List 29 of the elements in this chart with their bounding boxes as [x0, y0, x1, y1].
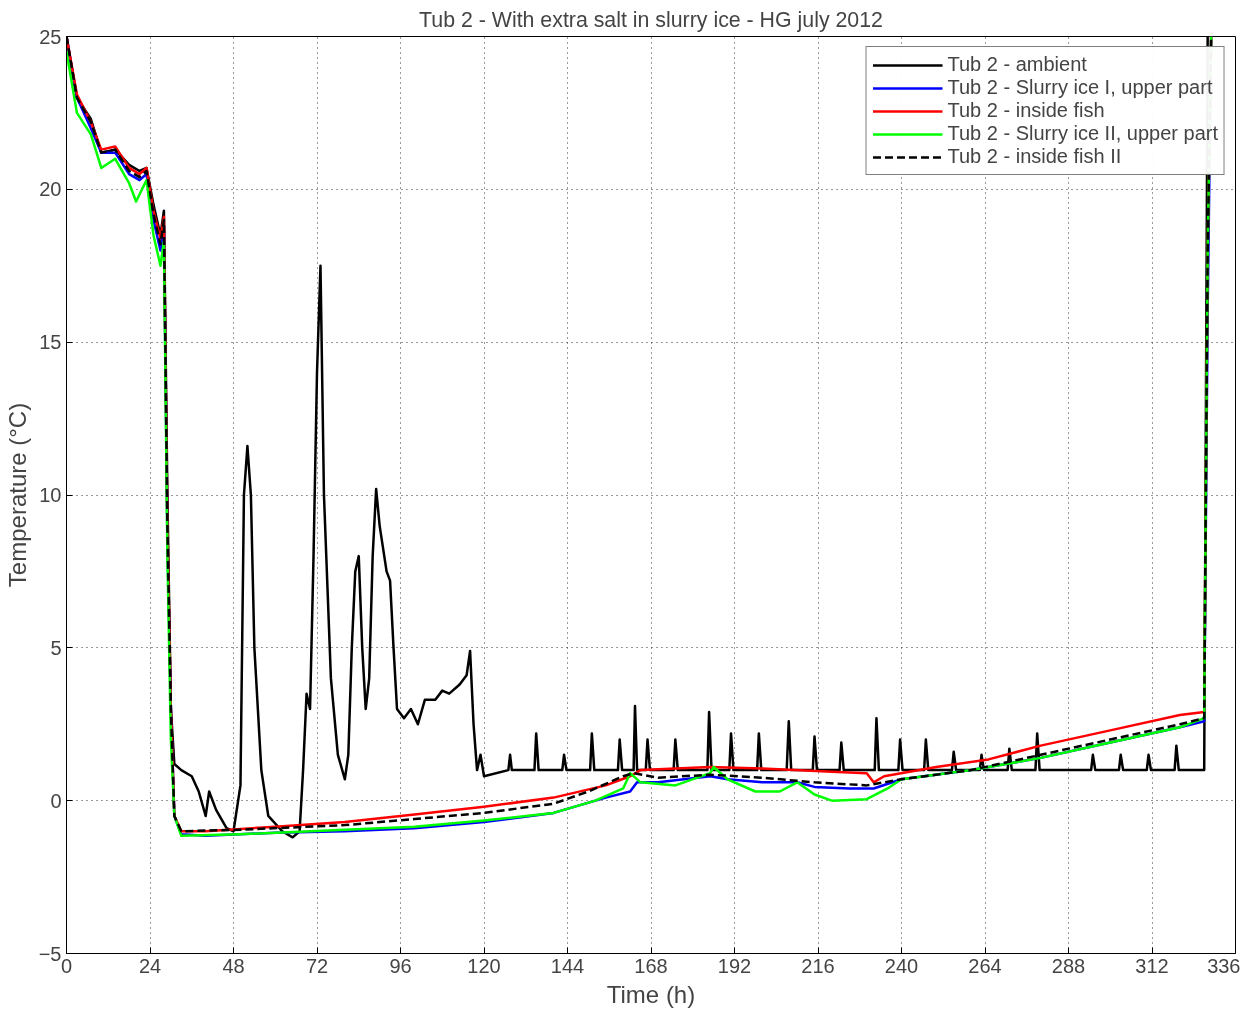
y-tick-label: 10 [39, 484, 62, 506]
x-tick-label: 24 [138, 954, 162, 977]
x-tick-label: 168 [634, 954, 668, 977]
x-tick-label: 312 [1135, 954, 1169, 977]
x-tick-label: 240 [884, 954, 919, 977]
legend-label: Tub 2 - ambient [947, 53, 1087, 76]
chart-title: Tub 2 - With extra salt in slurry ice - HG july 2012 [419, 7, 883, 32]
y-axis-title: Temperature (°C) [3, 402, 31, 588]
x-tick-label: 72 [305, 954, 329, 977]
x-tick-label: 288 [1051, 954, 1086, 977]
x-tick-label: 264 [968, 954, 1002, 977]
y-tick-label: 15 [39, 331, 62, 354]
y-tick-label: −5 [38, 942, 62, 965]
y-tick-label: 5 [50, 636, 62, 659]
legend-label: Tub 2 - Slurry ice II, upper part [947, 122, 1218, 145]
x-tick-label: 336 [1207, 954, 1241, 977]
legend-label: Tub 2 - inside fish [947, 99, 1105, 122]
x-tick-label: 96 [389, 954, 412, 977]
x-axis-title: Time (h) [606, 980, 696, 1008]
x-tick-label: 192 [717, 954, 752, 977]
y-tick-label: 0 [50, 789, 62, 812]
y-tick-label: 20 [39, 178, 62, 201]
legend-label: Tub 2 - Slurry ice I, upper part [947, 76, 1213, 99]
x-tick-label: 48 [222, 954, 245, 977]
legend-label: Tub 2 - inside fish II [947, 145, 1122, 168]
y-tick-label: 25 [39, 25, 62, 48]
x-tick-label: 144 [550, 954, 585, 977]
x-tick-label: 216 [801, 954, 835, 977]
x-tick-label: 120 [467, 954, 501, 977]
